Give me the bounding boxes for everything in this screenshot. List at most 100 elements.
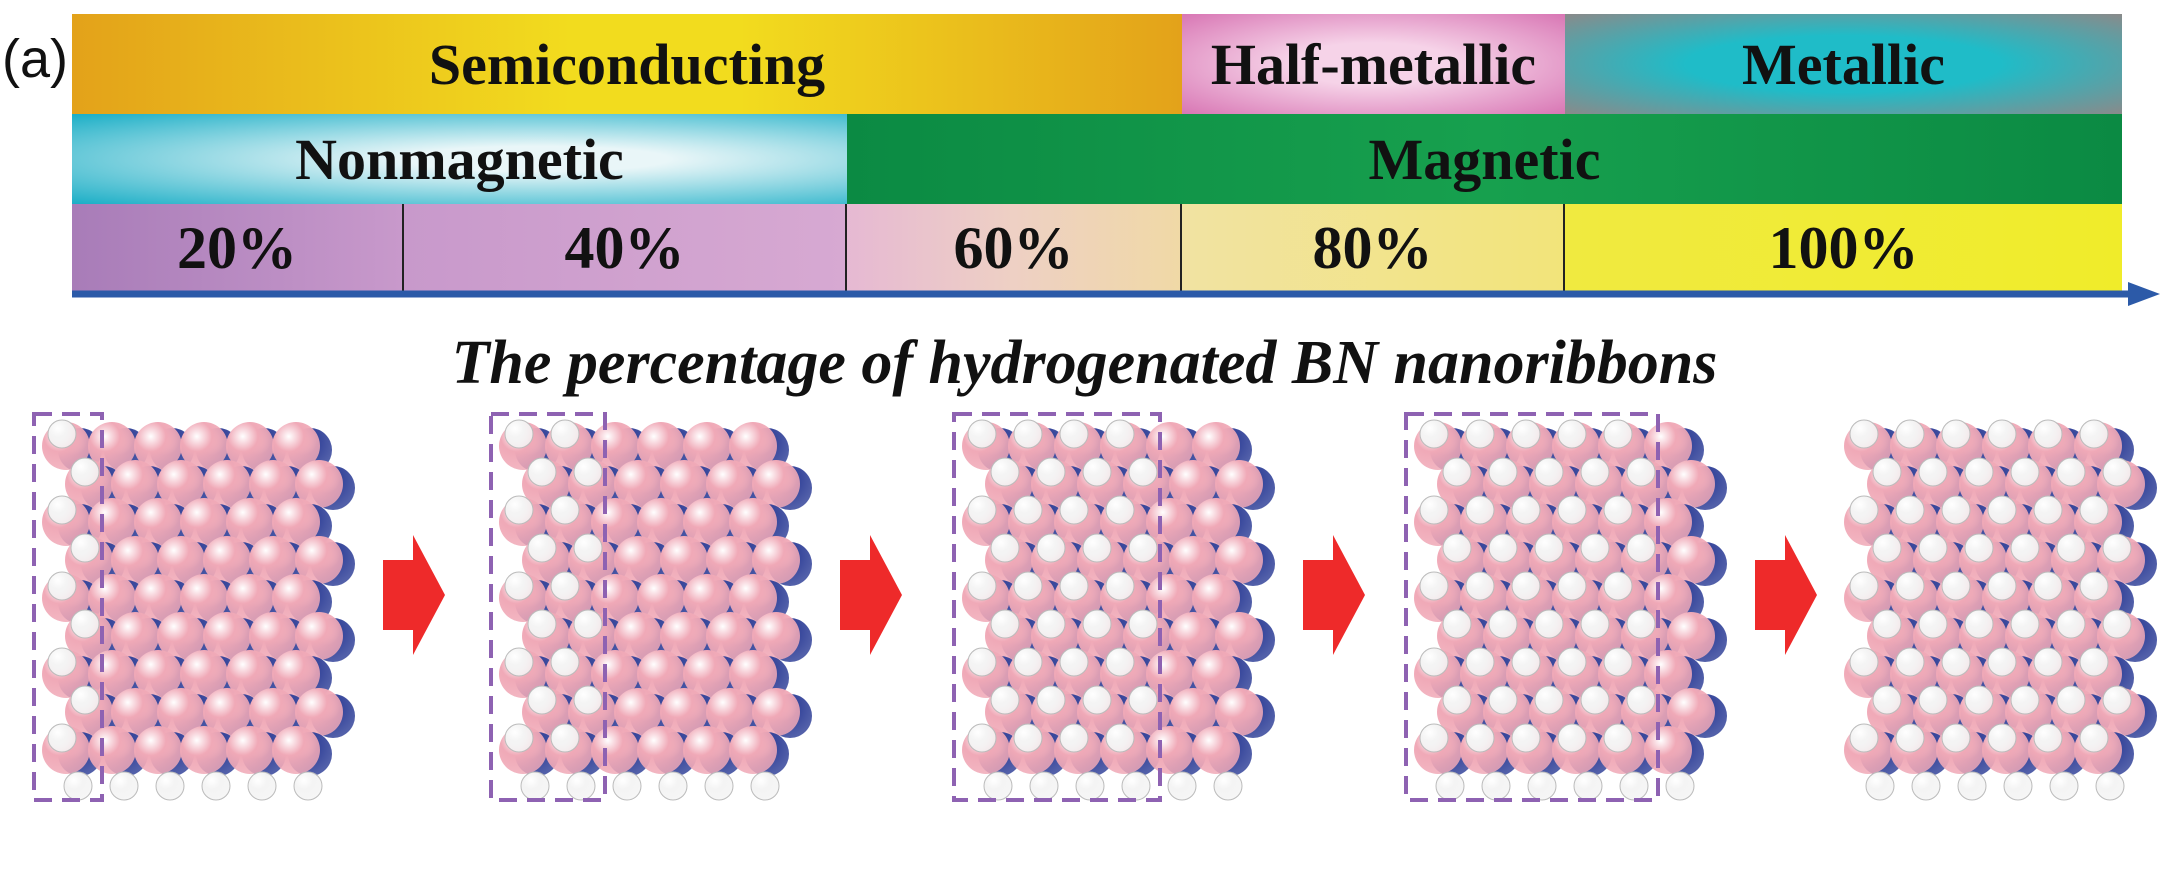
hydrogen-atom <box>1105 723 1135 753</box>
boron-atom <box>1169 688 1217 736</box>
hydrogen-atom <box>2079 647 2109 677</box>
hydrogen-atom <box>967 647 997 677</box>
boron-atom <box>637 422 685 470</box>
progression-arrow <box>383 535 445 655</box>
boron-atom <box>1667 460 1715 508</box>
electronic-property-row: Semiconducting Half-metallic Metallic <box>72 14 2122 114</box>
progression-arrow <box>840 535 902 655</box>
boron-atom <box>660 460 708 508</box>
hydrogen-atom <box>1082 685 1112 715</box>
hydrogenated-region-box <box>1404 412 1660 802</box>
hydrogen-atom <box>1128 685 1158 715</box>
hydrogen-atom <box>2102 685 2132 715</box>
hydrogen-atom <box>1849 495 1879 525</box>
boron-atom <box>134 726 182 774</box>
hydrogen-atom <box>1964 609 1994 639</box>
boron-atom <box>614 460 662 508</box>
boron-atom <box>729 498 777 546</box>
boron-atom <box>1215 460 1263 508</box>
hydrogen-atom <box>1059 419 1089 449</box>
boron-atom <box>226 498 274 546</box>
edge-hydrogen-atom <box>109 771 139 801</box>
boron-atom <box>272 650 320 698</box>
hydrogen-atom <box>1013 571 1043 601</box>
edge-hydrogen-atom <box>293 771 323 801</box>
edge-hydrogen-atom <box>1911 771 1941 801</box>
hydrogen-atom <box>1557 419 1587 449</box>
hydrogen-atom <box>967 419 997 449</box>
hydrogen-atom <box>1082 609 1112 639</box>
boron-atom <box>1169 536 1217 584</box>
edge-hydrogen-atom <box>750 771 780 801</box>
hydrogen-atom <box>1465 495 1495 525</box>
hydrogen-atom <box>1036 685 1066 715</box>
edge-hydrogen-atom <box>1865 771 1895 801</box>
magnetic-property-row: Nonmagnetic Magnetic <box>72 114 2122 204</box>
edge-hydrogen-atom <box>1075 771 1105 801</box>
boron-atom <box>249 536 297 584</box>
hydrogen-atom <box>2010 609 2040 639</box>
hydrogen-atom <box>2102 609 2132 639</box>
boron-atom <box>249 688 297 736</box>
hydrogen-atom <box>504 419 534 449</box>
hydrogen-atom <box>1849 647 1879 677</box>
boron-atom <box>226 726 274 774</box>
half-metallic-region: Half-metallic <box>1182 14 1565 114</box>
hydrogen-atom <box>990 533 1020 563</box>
hydrogen-atom <box>1557 495 1587 525</box>
hydrogen-atom <box>47 723 77 753</box>
boron-atom <box>1667 612 1715 660</box>
edge-hydrogen-atom <box>247 771 277 801</box>
hydrogen-atom <box>1987 723 2017 753</box>
boron-atom <box>706 688 754 736</box>
hydrogen-atom <box>1941 571 1971 601</box>
boron-atom <box>295 536 343 584</box>
hydrogen-atom <box>527 533 557 563</box>
boron-atom <box>1192 726 1240 774</box>
hydrogen-atom <box>1419 495 1449 525</box>
edge-hydrogen-atom <box>1213 771 1243 801</box>
boron-atom <box>226 422 274 470</box>
hydrogen-atom <box>1626 609 1656 639</box>
hydrogen-atom <box>1465 723 1495 753</box>
hydrogen-atom <box>550 571 580 601</box>
hydrogenated-region-box <box>489 412 607 802</box>
boron-atom <box>249 460 297 508</box>
boron-atom <box>1192 650 1240 698</box>
hydrogen-atom <box>1895 723 1925 753</box>
boron-atom <box>272 498 320 546</box>
hydrogen-atom <box>1872 609 1902 639</box>
boron-atom <box>1667 688 1715 736</box>
hydrogen-atom <box>1603 723 1633 753</box>
hydrogen-atom <box>70 609 100 639</box>
boron-atom <box>295 612 343 660</box>
boron-atom <box>591 726 639 774</box>
hydrogen-atom <box>1872 457 1902 487</box>
hydrogen-atom <box>47 495 77 525</box>
boron-atom <box>1169 612 1217 660</box>
edge-hydrogen-atom <box>612 771 642 801</box>
hydrogen-atom <box>1419 419 1449 449</box>
hydrogen-atom <box>1511 723 1541 753</box>
hydrogen-atom <box>1626 533 1656 563</box>
boron-atom <box>660 688 708 736</box>
edge-hydrogen-atom <box>2095 771 2125 801</box>
hydrogenated-region-box <box>32 412 104 802</box>
boron-atom <box>637 726 685 774</box>
boron-atom <box>88 726 136 774</box>
boron-atom <box>1644 726 1692 774</box>
boron-atom <box>683 650 731 698</box>
hydrogen-atom <box>1128 457 1158 487</box>
boron-atom <box>134 498 182 546</box>
hydrogen-atom <box>1580 533 1610 563</box>
percentage-80: 80% <box>1182 204 1565 292</box>
hydrogen-atom <box>1603 571 1633 601</box>
hydrogen-atom <box>1534 533 1564 563</box>
hydrogen-atom <box>1082 457 1112 487</box>
boron-atom <box>614 612 662 660</box>
hydrogen-atom <box>504 571 534 601</box>
hydrogenated-region-box <box>952 412 1162 802</box>
boron-atom <box>111 612 159 660</box>
percentage-60: 60% <box>847 204 1182 292</box>
hydrogen-atom <box>2079 571 2109 601</box>
